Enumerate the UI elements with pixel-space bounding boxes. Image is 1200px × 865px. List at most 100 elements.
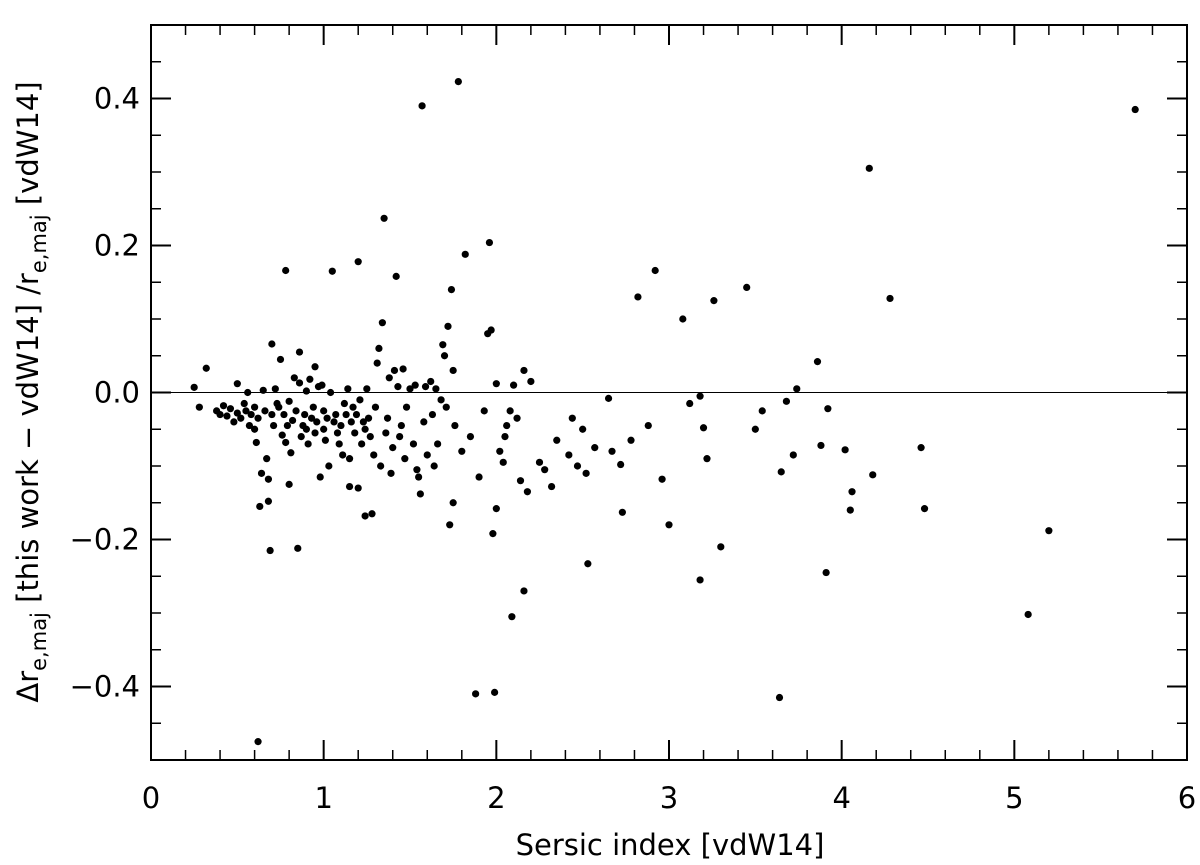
data-point — [865, 164, 873, 172]
data-point — [230, 418, 238, 426]
data-point — [233, 409, 241, 417]
data-point — [309, 403, 317, 411]
data-point — [390, 366, 399, 375]
data-point — [920, 505, 929, 513]
data-point — [358, 440, 366, 448]
data-points — [190, 77, 1139, 746]
data-point — [458, 447, 466, 455]
data-point — [282, 438, 290, 447]
data-point — [440, 352, 449, 360]
data-point — [394, 383, 402, 391]
data-point — [485, 238, 494, 247]
data-point — [304, 440, 312, 448]
data-point — [520, 366, 528, 375]
data-point — [421, 383, 430, 391]
data-point — [439, 341, 447, 349]
x-tick-label: 3 — [660, 781, 678, 815]
data-point — [665, 521, 673, 529]
data-point — [242, 407, 250, 415]
data-point — [658, 475, 666, 483]
data-point — [824, 405, 832, 413]
data-point — [268, 410, 276, 419]
data-point — [434, 440, 442, 448]
data-point — [513, 414, 521, 422]
data-point — [245, 421, 254, 430]
data-point — [337, 421, 345, 430]
data-point — [190, 383, 198, 391]
y-axis-label: Δre,maj [this work − vdW14] /re,maj [vdW… — [11, 81, 51, 702]
data-point — [252, 438, 260, 447]
data-point — [696, 392, 704, 400]
data-point — [499, 458, 507, 466]
data-point — [363, 385, 371, 393]
data-point — [347, 418, 355, 426]
data-point — [266, 546, 274, 555]
data-point — [344, 385, 352, 393]
data-point — [775, 693, 784, 702]
data-point — [332, 410, 340, 419]
data-point — [256, 502, 264, 511]
data-point — [254, 738, 262, 746]
data-point — [359, 418, 367, 426]
data-point — [402, 403, 411, 411]
data-point — [710, 297, 718, 305]
data-point — [387, 469, 395, 477]
data-point — [489, 530, 497, 538]
data-point — [848, 488, 856, 496]
y-tick-label: −0.4 — [70, 670, 140, 704]
data-point — [313, 418, 321, 426]
data-point — [226, 405, 235, 413]
y-tick-label: −0.2 — [70, 523, 140, 557]
data-point — [565, 451, 573, 459]
data-point — [285, 480, 293, 488]
data-point — [496, 447, 504, 455]
data-point — [354, 484, 362, 492]
data-point — [461, 250, 469, 258]
data-point — [288, 416, 297, 425]
data-point — [423, 451, 431, 459]
data-point — [383, 414, 392, 422]
data-point — [413, 466, 421, 474]
data-point — [268, 340, 276, 348]
data-point — [244, 388, 252, 397]
data-point — [311, 363, 319, 371]
data-point — [604, 394, 613, 402]
x-tick-label: 5 — [1005, 781, 1023, 815]
data-point — [444, 322, 452, 330]
data-point — [311, 429, 319, 437]
data-point — [389, 444, 397, 452]
data-point — [269, 421, 278, 430]
data-point — [516, 477, 525, 485]
data-point — [202, 364, 210, 372]
data-point — [345, 482, 354, 491]
data-point — [415, 473, 423, 481]
x-tick-label: 1 — [314, 781, 332, 815]
data-point — [285, 397, 293, 405]
data-point — [306, 375, 314, 383]
data-point — [339, 451, 347, 459]
data-point — [276, 355, 285, 364]
data-point — [399, 365, 407, 373]
y-axis-label-tail: [vdW14] — [11, 81, 45, 214]
data-point — [302, 387, 310, 395]
data-point — [316, 473, 324, 481]
data-point — [361, 512, 369, 520]
data-point — [345, 455, 354, 463]
data-point — [418, 102, 426, 110]
data-point — [251, 425, 259, 433]
y-tick-label: 0.0 — [94, 376, 140, 410]
data-point — [356, 396, 364, 404]
data-point — [568, 414, 576, 422]
data-point — [506, 407, 514, 415]
data-point — [318, 381, 326, 389]
data-point — [917, 444, 925, 452]
data-point — [751, 425, 759, 433]
data-point — [287, 449, 295, 457]
data-point — [216, 410, 224, 419]
data-point — [472, 690, 480, 698]
data-point — [416, 490, 424, 498]
data-point — [377, 462, 385, 470]
data-point — [584, 560, 592, 568]
data-point — [330, 418, 338, 426]
